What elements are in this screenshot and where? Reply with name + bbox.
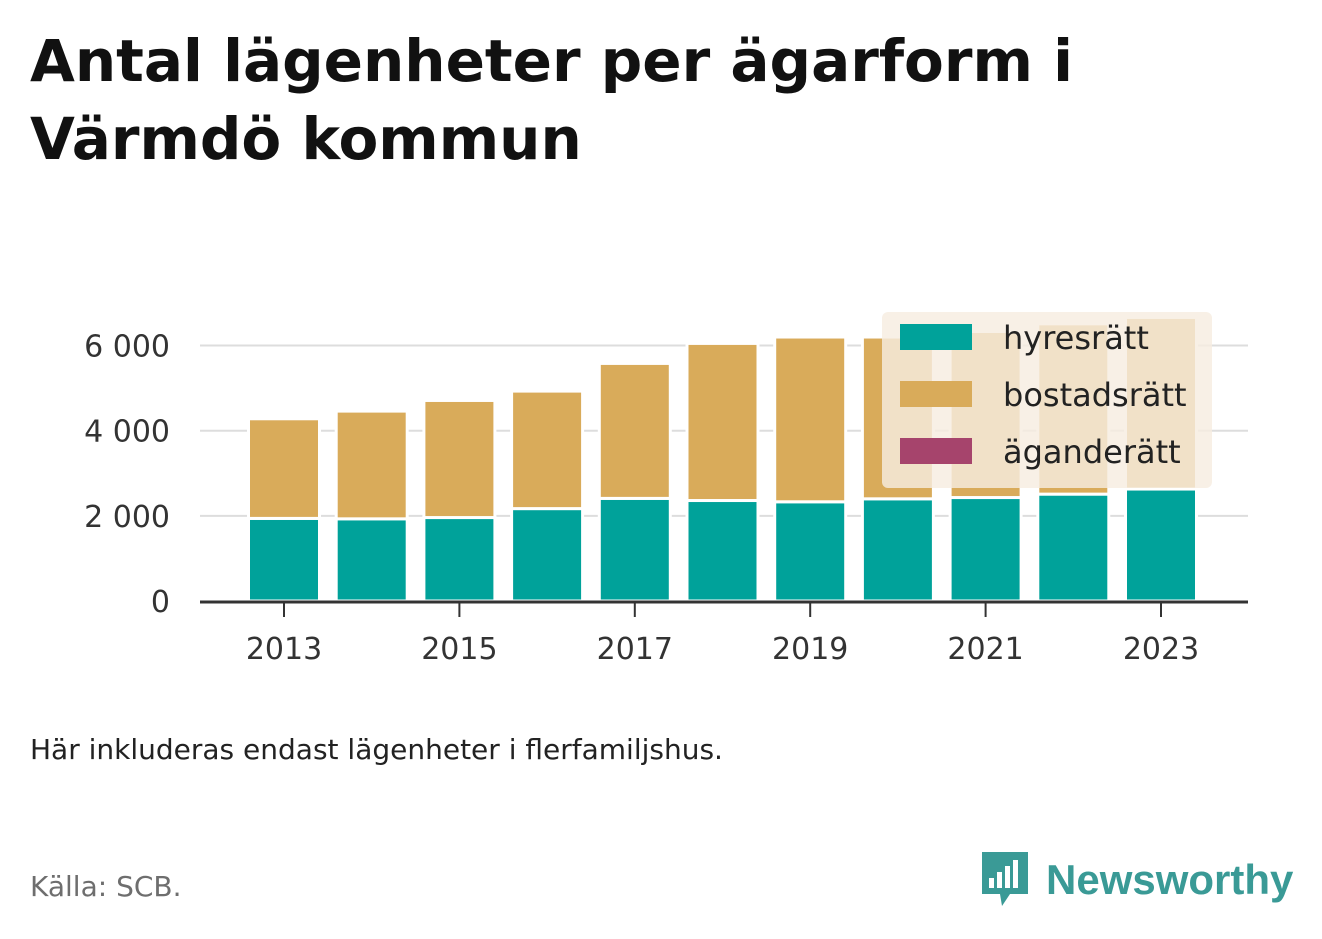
- bar-segment: [773, 500, 848, 603]
- x-tick-label: 2019: [772, 632, 848, 667]
- chart-title: Antal lägenheter per ägarform i Värmdö k…: [30, 27, 1074, 173]
- y-tick-label: 2 000: [84, 500, 170, 535]
- x-tick-label: 2013: [246, 632, 322, 667]
- bar-segment: [510, 389, 585, 511]
- y-axis-ticks: 0 2 000 4 000 6 000: [84, 330, 170, 620]
- chart-note: Här inkluderas endast lägenheter i flerf…: [30, 733, 723, 766]
- newsworthy-logo: Newsworthy: [980, 850, 1293, 910]
- legend: hyresrätt bostadsrätt äganderätt: [882, 312, 1212, 488]
- x-tick-label: 2021: [947, 632, 1023, 667]
- bar-segment: [773, 335, 848, 504]
- logo-text: Newsworthy: [1046, 856, 1294, 903]
- newsworthy-logo-icon: [982, 852, 1028, 906]
- bar-segment: [422, 516, 497, 603]
- source-credit: Källa: SCB.: [30, 870, 182, 903]
- legend-label: äganderätt: [1003, 433, 1181, 471]
- bar-segment: [1036, 492, 1111, 603]
- bar-segment: [334, 517, 409, 603]
- x-axis: 2013 2015 2017 2019 2021 2023: [200, 600, 1248, 667]
- x-tick-label: 2017: [597, 632, 673, 667]
- legend-label: hyresrätt: [1003, 319, 1149, 357]
- bar-segment: [597, 496, 672, 603]
- bar-segment: [422, 398, 497, 520]
- bar-segment: [247, 417, 321, 520]
- bar-segment: [1124, 487, 1198, 603]
- bar-segment: [247, 516, 321, 603]
- legend-swatch: [900, 324, 972, 350]
- x-tick-label: 2023: [1123, 632, 1199, 667]
- bar-segment: [685, 341, 760, 503]
- x-tick-label: 2015: [421, 632, 497, 667]
- bar-segment: [597, 361, 672, 500]
- bar-segment: [685, 499, 760, 603]
- legend-swatch: [900, 381, 972, 407]
- y-tick-label: 6 000: [84, 330, 170, 365]
- bar-segment: [948, 496, 1023, 603]
- legend-label: bostadsrätt: [1003, 376, 1187, 414]
- bar-segment: [334, 409, 409, 521]
- legend-swatch: [900, 438, 972, 464]
- bar-segment: [510, 507, 585, 603]
- bar-segment: [860, 497, 935, 603]
- y-tick-label: 4 000: [84, 415, 170, 450]
- y-tick-label: 0: [151, 585, 170, 620]
